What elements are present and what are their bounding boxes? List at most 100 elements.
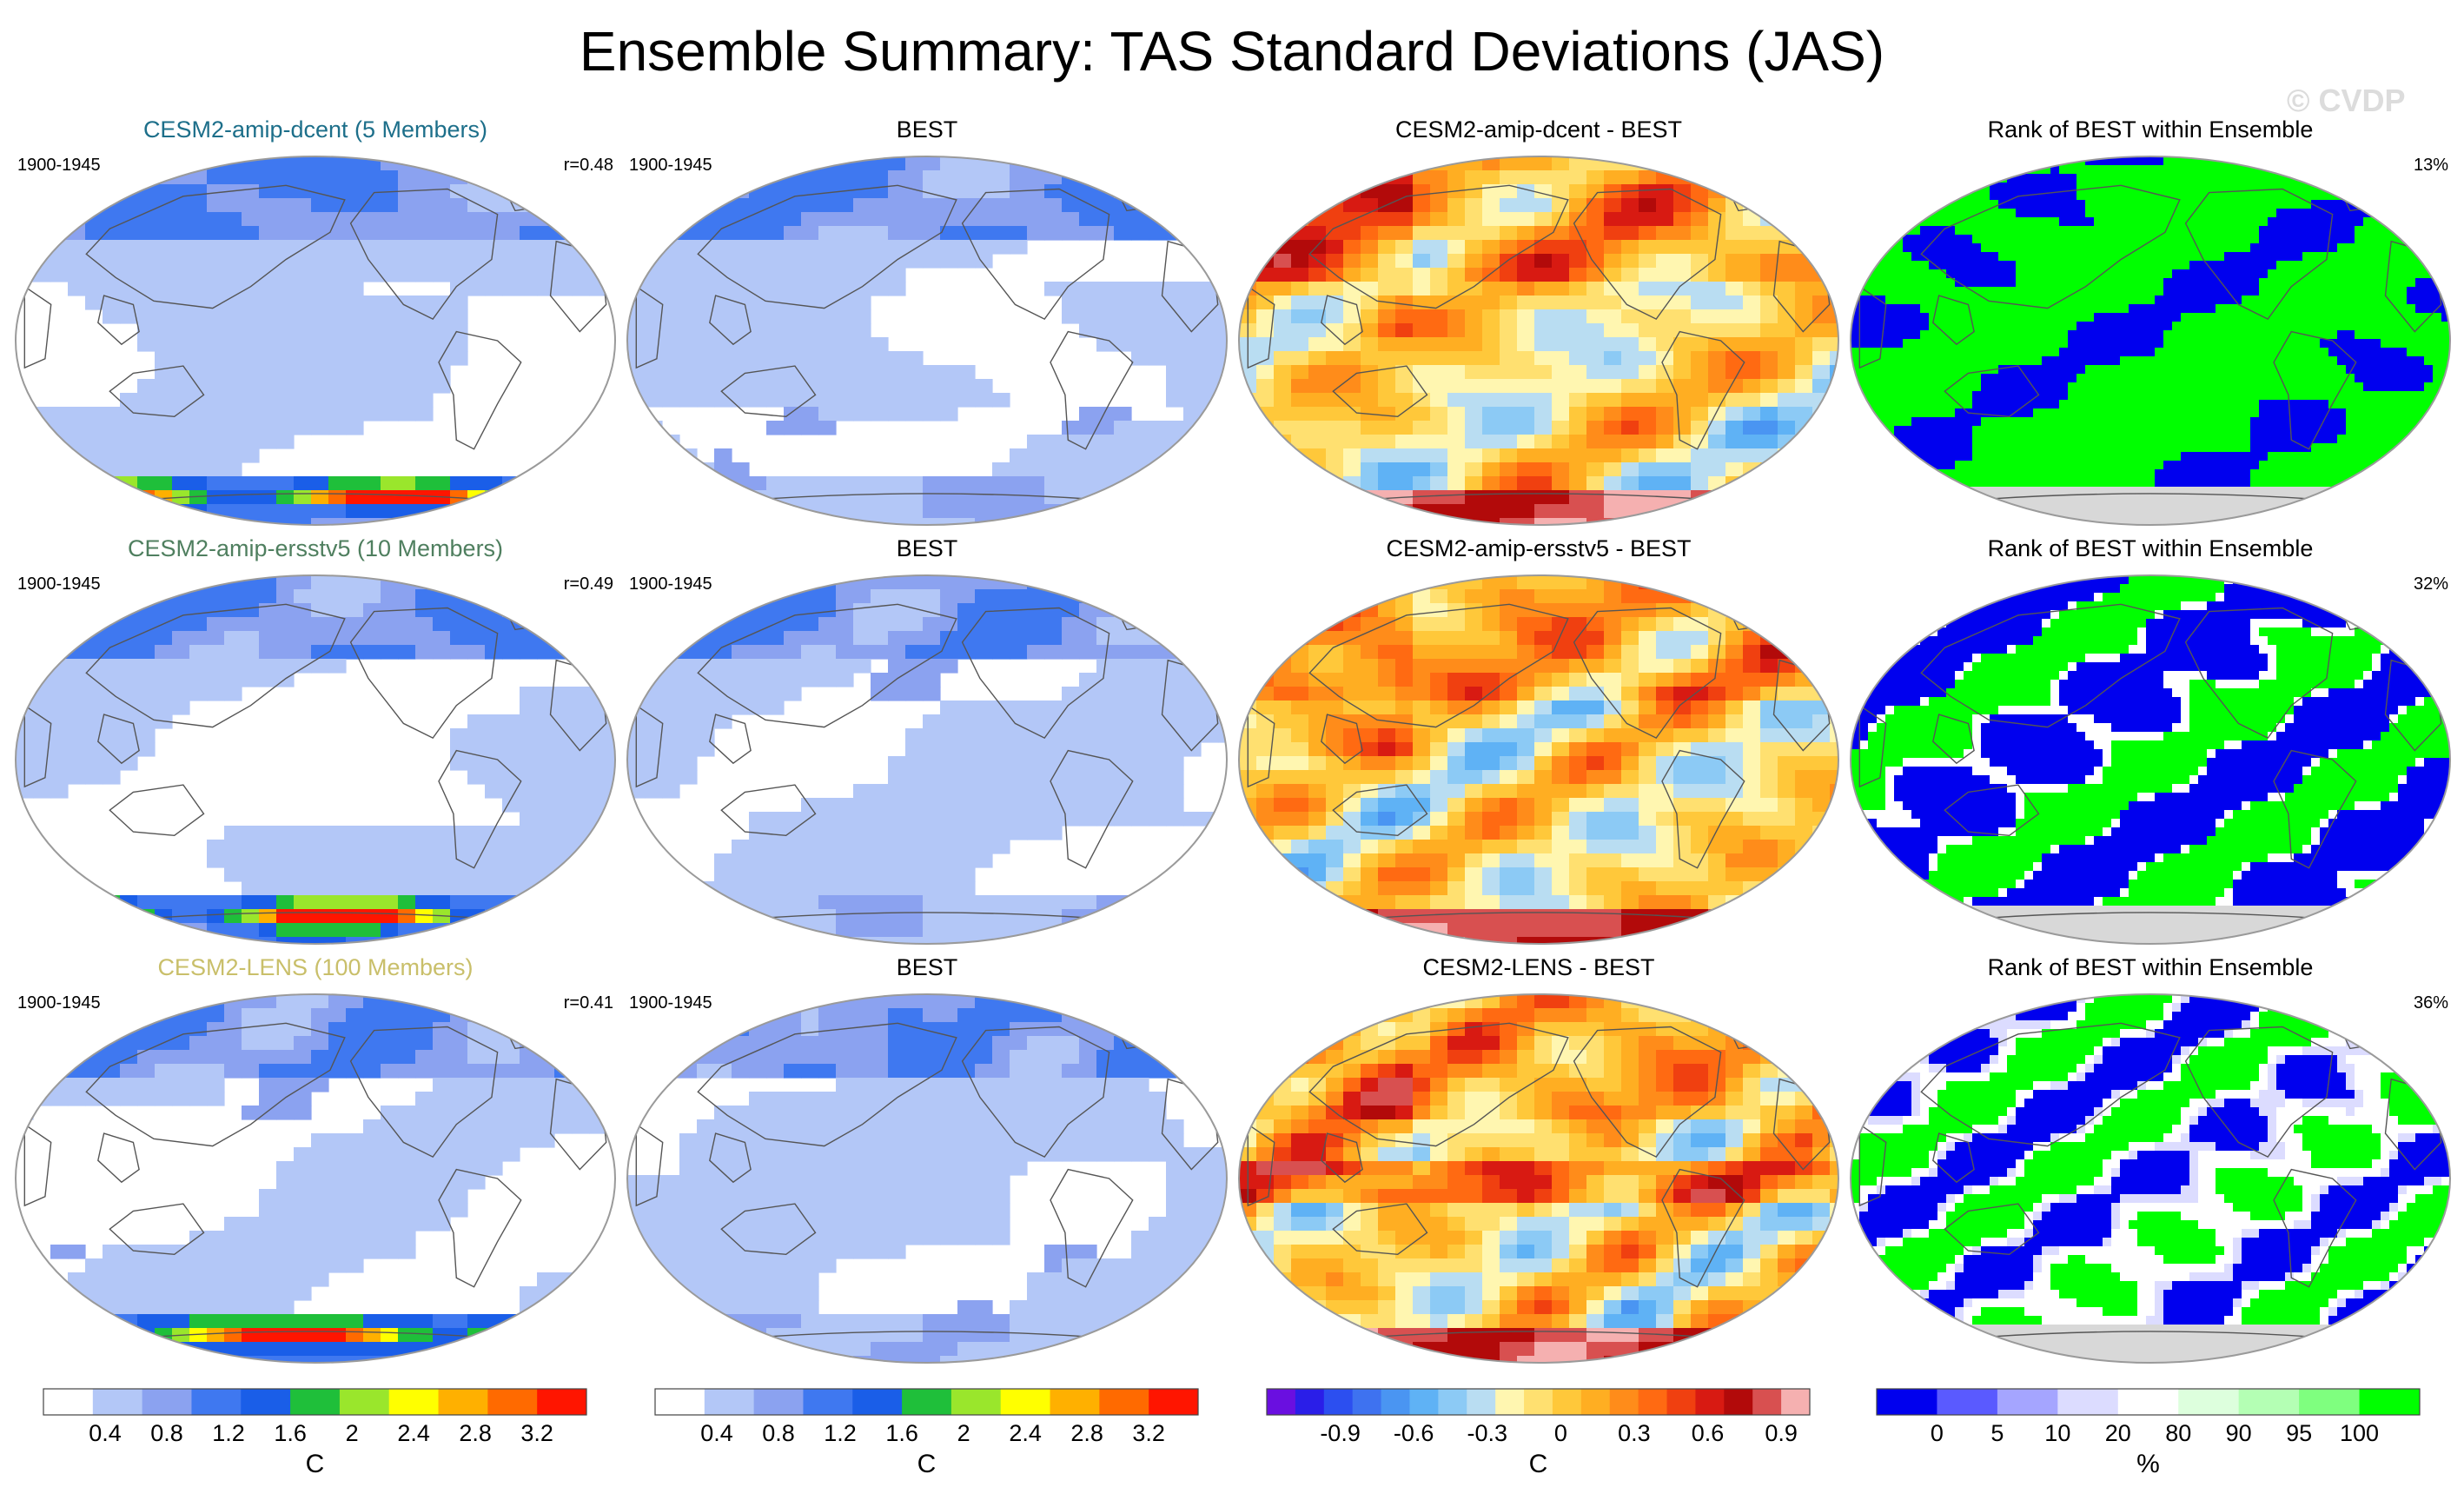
colorbar-tick: 2 [957,1420,970,1446]
colorbar-swatch [1295,1389,1325,1415]
coastline [97,295,140,346]
colorbar-tick: 80 [2165,1420,2191,1446]
coastline [1858,704,1887,788]
coastline [1050,749,1134,869]
field-best-row-3 [627,994,1227,1363]
coastline [1321,714,1363,765]
antarctica-coast [1374,1331,1704,1338]
map-frame [1238,993,1839,1364]
coastline [1920,603,2181,728]
colorbar-swatch [2178,1389,2240,1415]
colorbar-rank: 0 5 10 20 80 90 95 100% [1876,1388,2421,1478]
panel-stat-label: r=0.49 [564,574,613,594]
colorbar-unit: C [306,1450,325,1478]
colorbar-swatch [388,1389,440,1415]
colorbar-tick: -0.6 [1394,1420,1434,1446]
panel-stat-label: r=0.41 [564,993,613,1013]
colorbar-swatch [902,1389,952,1415]
coastline [2273,1168,2357,1288]
map-panel-model-row-2: CESM2-amip-ersstv5 (10 Members) 1900-1945… [15,535,616,945]
antarctica-coast [762,1331,1092,1338]
colorbar-unit: % [2136,1450,2160,1478]
coastline [1932,295,1975,346]
colorbar-swatch [1381,1389,1410,1415]
figure-title: Ensemble Summary: TAS Standard Deviation… [579,20,1885,83]
colorbar-tick: 0.4 [89,1420,122,1446]
antarctica-coast [150,912,480,920]
coastline [961,1026,1110,1158]
map-panel-rank-row-3: Rank of BEST within Ensemble 36% [1850,954,2451,1364]
map-frame [626,993,1228,1364]
panel-title: CESM2-LENS - BEST [1422,954,1654,980]
colorbar-swatch [1752,1389,1782,1415]
colorbar-tick: 95 [2286,1420,2312,1446]
panel-stat-label: r=0.48 [564,156,613,175]
panel-title: BEST [897,535,958,561]
antarctica-coast [150,493,480,501]
colorbar-tick: 2.8 [1070,1420,1103,1446]
coastline [438,749,522,869]
coastline [2184,1026,2334,1158]
field-model-row-3 [16,994,615,1363]
coastline [438,330,522,450]
colorbar-diff: -0.9 -0.6 -0.3 0 0.3 0.6 0.9 C [1266,1388,1811,1478]
colorbar-tick: 20 [2105,1420,2131,1446]
map-frame [15,993,616,1364]
coastline [961,188,1110,320]
antarctica-coast [762,912,1092,920]
colorbar-swatch [2238,1389,2300,1415]
coastline [1308,184,1569,309]
coastline [1920,1022,2181,1147]
map-panels: CESM2-amip-dcent (5 Members) 1900-1945 r=0… [15,116,2451,1364]
colorbar-swatch [2057,1389,2119,1415]
colorbar-tick: 10 [2044,1420,2070,1446]
panel-title: CESM2-amip-ersstv5 - BEST [1386,535,1691,561]
panel-title: BEST [897,116,958,143]
colorbar-tick: 1.2 [824,1420,857,1446]
colorbar-swatch [1937,1389,1998,1415]
coastline [697,184,957,309]
colorbar-swatch [290,1389,341,1415]
colorbar-swatch [2359,1389,2421,1415]
map-frame [1850,993,2451,1364]
colorbar-swatch [1323,1389,1354,1415]
colorbar-swatch [753,1389,804,1415]
colorbar-swatch [852,1389,903,1415]
colorbar-swatch [1409,1389,1439,1415]
colorbar-tick: 0.6 [1692,1420,1725,1446]
colorbar-swatch [1099,1389,1149,1415]
coastline [635,704,664,788]
colorbar-swatch [339,1389,390,1415]
colorbar-swatch [1467,1389,1496,1415]
coastline [709,1132,752,1184]
colorbar-tick: 0.8 [150,1420,183,1446]
coastline [1932,714,1975,765]
colorbar-tick: 2.4 [397,1420,430,1446]
field-model-row-1 [16,156,615,525]
coastline [85,603,346,728]
coastline [23,704,52,788]
coastline [349,607,499,739]
coastline [1944,784,2040,837]
colorbar-tick: 90 [2226,1420,2252,1446]
colorbar-swatch [655,1389,705,1415]
colorbar-swatch [1000,1389,1051,1415]
colorbar-frame [43,1388,587,1416]
panel-title: Rank of BEST within Ensemble [1988,535,2314,561]
coastline [635,285,664,369]
field-best-row-1 [627,156,1227,525]
coastline [1661,330,1745,450]
coastline [23,285,52,369]
colorbar-swatch [1352,1389,1382,1415]
colorbar-swatch [43,1389,94,1415]
panel-title: Rank of BEST within Ensemble [1988,954,2314,980]
panel-title: Rank of BEST within Ensemble [1988,116,2314,143]
period-label: 1900-1945 [17,156,101,175]
coastline [2184,188,2334,320]
colorbar-swatch [1781,1389,1811,1415]
map-panel-diff-row-2: CESM2-amip-ersstv5 - BEST [1238,535,1839,945]
field-diff-row-1 [1239,156,1838,525]
colorbar-swatch [1438,1389,1467,1415]
colorbar-swatch [950,1389,1002,1415]
